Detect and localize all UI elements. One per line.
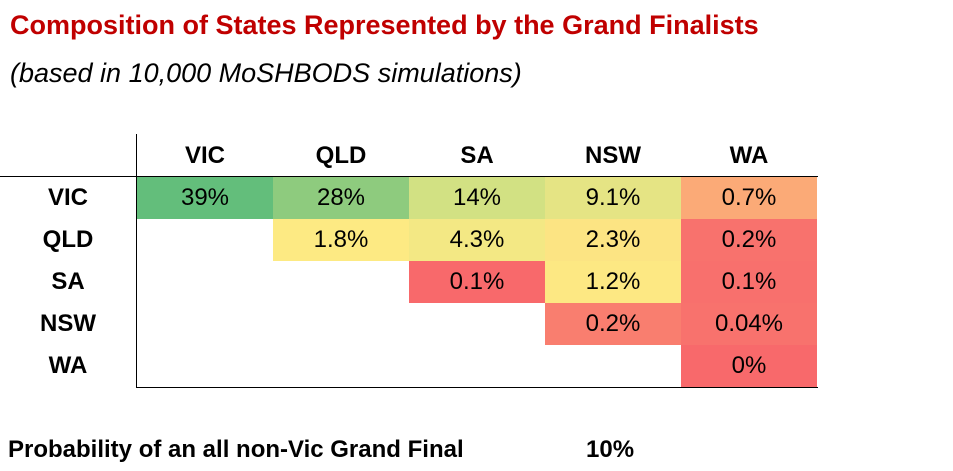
- cell-qld-qld: 1.8%: [273, 219, 409, 261]
- cell-qld-wa: 0.2%: [681, 219, 817, 261]
- chart-subtitle: (based in 10,000 MoSHBODS simulations): [10, 58, 522, 88]
- cell-nsw-nsw: 0.2%: [545, 303, 681, 345]
- column-header-wa: WA: [729, 142, 769, 169]
- cell-vic-sa: 14%: [409, 177, 545, 219]
- cell-vic-vic: 39%: [137, 177, 273, 219]
- row-header-vic: VIC: [47, 184, 88, 211]
- cell-vic-wa: 0.7%: [681, 177, 817, 219]
- cell-vic-qld: 28%: [273, 177, 409, 219]
- column-header-divider: [0, 176, 818, 177]
- footer-label: Probability of an all non-Vic Grand Fina…: [8, 436, 464, 463]
- row-header-divider: [136, 134, 137, 388]
- cell-wa-wa: 0%: [681, 345, 817, 387]
- table-bottom-border: [136, 387, 818, 388]
- cell-sa-nsw: 1.2%: [545, 261, 681, 303]
- cell-sa-wa: 0.1%: [681, 261, 817, 303]
- cell-sa-sa: 0.1%: [409, 261, 545, 303]
- column-header-qld: QLD: [315, 142, 367, 169]
- row-header-nsw: NSW: [40, 310, 96, 337]
- chart-title: Composition of States Represented by the…: [10, 10, 759, 40]
- row-header-sa: SA: [51, 268, 85, 295]
- footer-value: 10%: [586, 436, 635, 463]
- column-header-sa: SA: [460, 142, 494, 169]
- column-header-nsw: NSW: [585, 142, 641, 169]
- row-header-wa: WA: [48, 352, 88, 379]
- row-header-qld: QLD: [42, 226, 94, 253]
- heatmap-table: VIC QLD SA NSW WA VIC 39% 28% 14% 9.1% 0.7% QLD 1.8%…: [0, 134, 820, 389]
- column-header-vic: VIC: [184, 142, 225, 169]
- cell-qld-sa: 4.3%: [409, 219, 545, 261]
- cell-vic-nsw: 9.1%: [545, 177, 681, 219]
- cell-qld-nsw: 2.3%: [545, 219, 681, 261]
- cell-nsw-wa: 0.04%: [681, 303, 817, 345]
